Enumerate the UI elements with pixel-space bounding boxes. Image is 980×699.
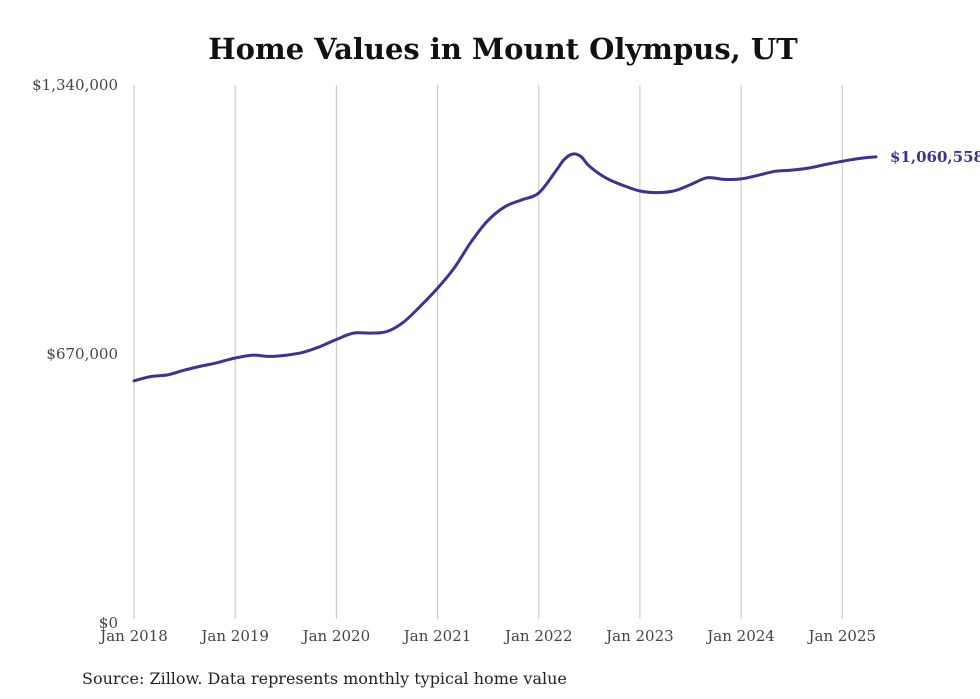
x-tick-label: Jan 2025 [806,627,876,645]
y-axis: $0 $670,000 $1,340,000 [32,76,118,632]
y-tick-label: $1,340,000 [32,76,118,94]
series-line [132,152,878,383]
x-tick-label: Jan 2019 [199,627,269,645]
y-tick-label: $0 [99,614,118,632]
x-tick-label: Jan 2021 [402,627,472,645]
series-group: $1,060,558 [132,148,980,383]
x-tick-label: Jan 2022 [503,627,573,645]
y-tick-label: $670,000 [46,345,118,363]
x-tick-label: Jan 2023 [604,627,674,645]
x-axis: Jan 2018 Jan 2019 Jan 2020 Jan 2021 Jan 2022… [98,627,876,645]
end-value-label: $1,060,558 [890,148,980,166]
x-tick-label: Jan 2018 [98,627,168,645]
x-tick-label: Jan 2020 [301,627,371,645]
gridlines [133,85,843,619]
chart-title: Home Values in Mount Olympus, UT [208,32,798,66]
x-tick-label: Jan 2024 [705,627,775,645]
source-note: Source: Zillow. Data represents monthly … [82,669,567,688]
